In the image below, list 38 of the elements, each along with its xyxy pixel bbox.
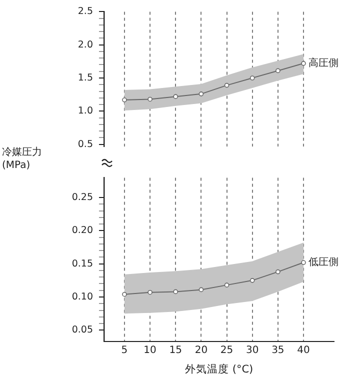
y-tick-label: 0.10 xyxy=(72,291,93,302)
y-tick-label: 0.25 xyxy=(72,192,93,204)
point xyxy=(122,292,127,297)
x-tick-label: 10 xyxy=(144,344,156,356)
point xyxy=(276,68,280,74)
x-tick-label: 30 xyxy=(246,344,259,356)
y-tick-label: 2.5 xyxy=(78,6,93,18)
y-tick-label: 1.0 xyxy=(78,106,93,117)
point xyxy=(276,269,280,274)
x-tick-label: 15 xyxy=(169,344,182,356)
y-tick-label: 0.20 xyxy=(72,225,93,236)
series-label: 低圧側 xyxy=(308,257,339,268)
y-axis-title: 冷媒圧力 (MPa) xyxy=(2,146,42,172)
point xyxy=(148,96,152,102)
point xyxy=(301,61,306,66)
point xyxy=(122,97,127,102)
x-tick-label: 40 xyxy=(297,344,310,356)
y-tick-label: 1.5 xyxy=(78,72,93,84)
point xyxy=(224,282,230,288)
x-axis-title: 外気温度 (°C) xyxy=(185,362,254,376)
y-tick-label: 0.05 xyxy=(72,324,93,336)
x-tick-label: 20 xyxy=(194,344,208,356)
x-tick-label: 5 xyxy=(121,344,128,356)
y-tick-label: 0.5 xyxy=(78,138,93,150)
x-tick-label: 25 xyxy=(220,344,234,356)
point xyxy=(148,290,152,295)
point xyxy=(198,287,204,292)
point xyxy=(250,76,255,80)
point xyxy=(250,278,255,283)
y-tick-label: 0.15 xyxy=(72,258,93,270)
x-tick-label: 35 xyxy=(272,344,284,356)
point xyxy=(224,82,230,88)
point xyxy=(173,289,178,294)
point xyxy=(173,94,178,99)
point xyxy=(301,260,306,265)
point xyxy=(198,92,204,96)
series-label: 高圧側 xyxy=(308,57,339,70)
y-tick-label: 2.0 xyxy=(78,39,93,50)
